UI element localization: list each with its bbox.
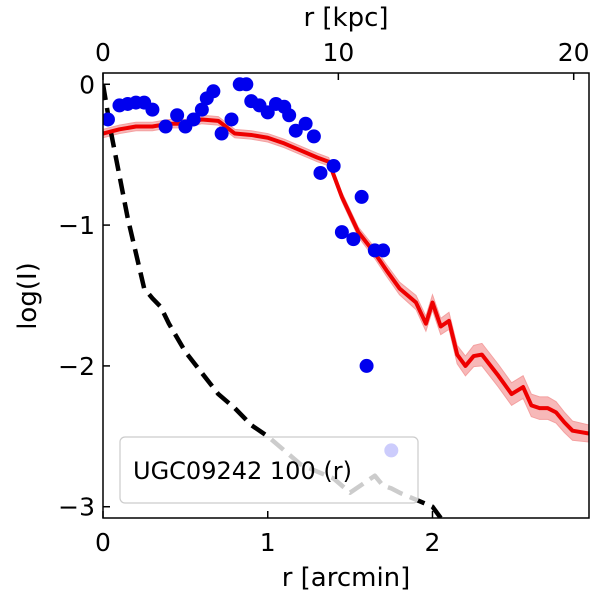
top-tick-label: 10 — [322, 38, 354, 67]
legend-box — [119, 436, 419, 504]
data-point — [145, 102, 160, 117]
data-point — [288, 123, 303, 138]
y-axis-title: log(I) — [13, 262, 43, 330]
data-point — [282, 108, 297, 123]
data-point — [313, 165, 328, 180]
data-point — [103, 112, 115, 127]
plot-frame — [102, 72, 590, 519]
data-point — [326, 158, 341, 173]
data-point — [298, 116, 313, 131]
axes-frame — [102, 72, 590, 519]
error-band-layer — [103, 114, 589, 443]
data-point — [376, 243, 391, 258]
data-point — [194, 102, 209, 117]
data-point — [186, 112, 201, 127]
y-tick-label: −3 — [58, 493, 95, 522]
y-tick-label: −2 — [58, 352, 95, 381]
data-point — [158, 119, 173, 134]
data-point — [359, 358, 374, 373]
galaxy-profile-line — [103, 117, 589, 436]
psf-dashed-line — [103, 83, 443, 518]
top-tick-label: 20 — [558, 38, 590, 67]
x-axis-title: r [arcmin] — [282, 563, 411, 593]
y-tick-label: −1 — [58, 211, 95, 240]
top-tick-label: 0 — [95, 38, 111, 67]
line-layer — [103, 83, 589, 518]
tick-layer: 0 1 20−1−2−30 10 20 — [58, 38, 589, 557]
top-axis-title: r [kpc] — [303, 3, 388, 33]
data-point — [346, 232, 361, 247]
data-point — [170, 108, 185, 123]
data-point — [306, 129, 321, 144]
x-tick-label: 1 — [260, 528, 276, 557]
profile-error-band — [103, 114, 589, 443]
y-tick-label: 0 — [79, 70, 95, 99]
data-point — [214, 126, 229, 141]
data-point — [224, 112, 239, 127]
x-tick-label: 2 — [425, 528, 441, 557]
data-point — [354, 189, 369, 204]
data-point — [206, 84, 221, 99]
x-tick-label: 0 — [95, 528, 111, 557]
legend: UGC09242 100 (r) — [119, 436, 419, 504]
data-point — [239, 77, 254, 92]
legend-label: UGC09242 100 (r) — [133, 457, 352, 485]
data-point — [334, 225, 349, 240]
